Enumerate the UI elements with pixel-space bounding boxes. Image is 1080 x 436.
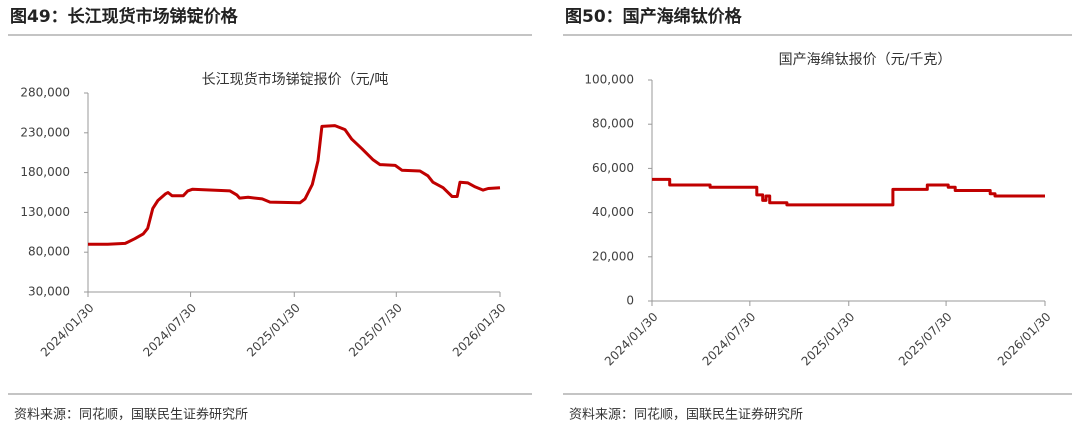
figure-title: 图50：国产海绵钛价格 — [565, 6, 743, 27]
y-tick-label: 40,000 — [592, 205, 634, 219]
y-tick-label: 180,000 — [20, 165, 70, 179]
chart-title: 长江现货市场锑锭报价（元/吨 — [202, 71, 389, 88]
y-tick-label: 230,000 — [20, 125, 70, 139]
y-tick-label: 80,000 — [592, 117, 634, 131]
x-tick-label: 2024/01/30 — [38, 301, 97, 360]
x-tick-label: 2025/01/30 — [244, 301, 303, 360]
figure-title: 图49：长江现货市场锑锭价格 — [10, 6, 239, 27]
x-tick-label: 2025/01/30 — [799, 310, 858, 369]
chart-title: 国产海绵钛报价（元/千克） — [779, 51, 952, 68]
y-tick-label: 30,000 — [28, 285, 70, 299]
price-line — [652, 177, 1045, 207]
x-tick-label: 2024/01/30 — [602, 310, 661, 369]
y-tick-label: 80,000 — [28, 245, 70, 259]
x-tick-label: 2026/01/30 — [450, 301, 509, 360]
x-tick-label: 2024/07/30 — [140, 301, 199, 360]
y-tick-label: 20,000 — [592, 249, 634, 263]
y-tick-label: 130,000 — [20, 205, 70, 219]
x-tick-label: 2025/07/30 — [896, 310, 955, 369]
x-tick-label: 2024/07/30 — [700, 310, 759, 369]
source-note: 资料来源：同花顺，国联民生证券研究所 — [569, 407, 803, 423]
y-tick-label: 60,000 — [592, 161, 634, 175]
price-line — [88, 124, 501, 246]
y-tick-label: 280,000 — [20, 86, 70, 100]
source-note: 资料来源：同花顺，国联民生证券研究所 — [14, 407, 248, 423]
y-tick-label: 0 — [626, 294, 634, 308]
x-tick-label: 2026/01/30 — [995, 310, 1054, 369]
y-tick-label: 100,000 — [584, 73, 634, 87]
x-tick-label: 2025/07/30 — [346, 301, 405, 360]
